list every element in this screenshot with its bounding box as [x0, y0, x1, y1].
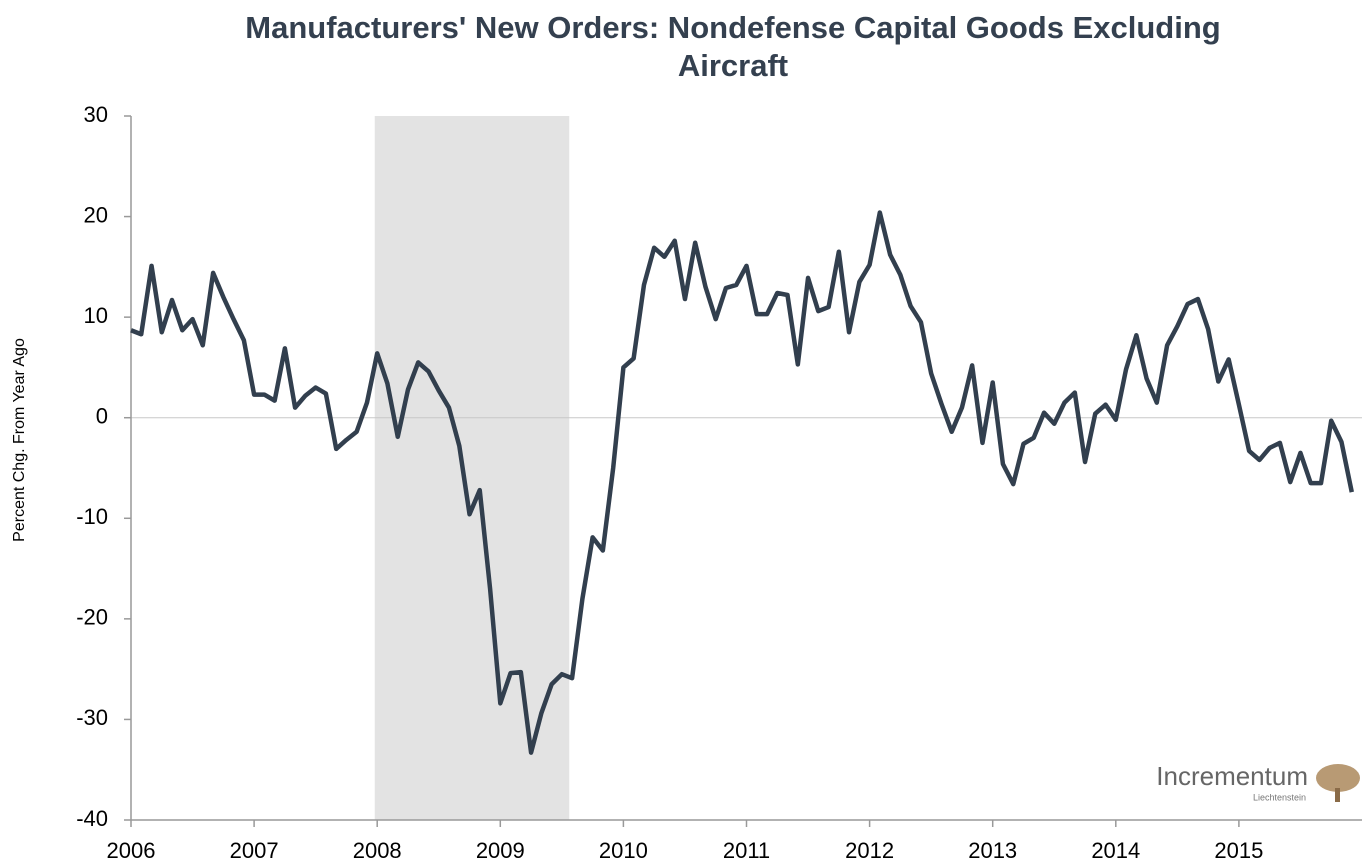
- x-tick-label: 2006: [107, 838, 156, 863]
- x-tick-label: 2010: [599, 838, 648, 863]
- data-line: [130, 210, 1354, 755]
- x-tick-label: 2009: [476, 838, 525, 863]
- y-tick-label: 0: [96, 404, 108, 429]
- y-tick-label: 30: [84, 102, 108, 127]
- y-axis-title: Percent Chg. From Year Ago: [11, 338, 28, 542]
- x-tick-label: 2015: [1214, 838, 1263, 863]
- x-tick-label: 2008: [353, 838, 402, 863]
- x-tick-label: 2012: [845, 838, 894, 863]
- y-tick-label: 10: [84, 303, 108, 328]
- y-tick-label: -40: [76, 806, 108, 831]
- logo-tree-crown: [1316, 764, 1360, 792]
- logo-sub: Liechtenstein: [1253, 792, 1306, 802]
- logo-name: Incrementum: [1156, 761, 1308, 791]
- x-tick-label: 2011: [723, 838, 770, 863]
- plot-area: -40 -30 -20 -10 0 10 20 30 2006 2007 2008 2009 2010 2…: [76, 102, 1362, 863]
- y-tick-label: -10: [76, 504, 108, 529]
- logo-tree: [1316, 764, 1360, 802]
- chart-title: Aircraft: [678, 48, 788, 83]
- logo-tree-trunk: [1335, 788, 1340, 802]
- recession-shade: [374, 116, 570, 820]
- x-tick-label: 2013: [968, 838, 1017, 863]
- x-tick-label: 2007: [230, 838, 279, 863]
- chart-title: Manufacturers' New Orders: Nondefense Ca…: [245, 10, 1220, 45]
- y-tick-label: -30: [76, 705, 108, 730]
- y-tick-label: 20: [84, 202, 108, 227]
- y-tick-label: -20: [76, 605, 108, 630]
- x-tick-label: 2014: [1091, 838, 1140, 863]
